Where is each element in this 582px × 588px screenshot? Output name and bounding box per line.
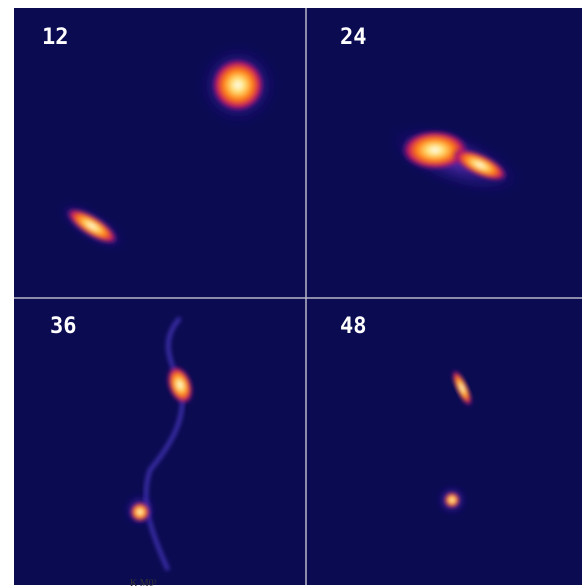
- panel-label: 36: [50, 314, 77, 339]
- caption: K M0³: [130, 578, 157, 588]
- panel-label: 48: [340, 314, 367, 339]
- background: [14, 8, 582, 585]
- panel-label: 12: [42, 25, 69, 50]
- page: 12 24 36 48 K M0³ (() => { const data = …: [0, 0, 582, 588]
- figure: 12 24 36 48 K M0³: [0, 0, 582, 588]
- panel-label: 24: [340, 25, 367, 50]
